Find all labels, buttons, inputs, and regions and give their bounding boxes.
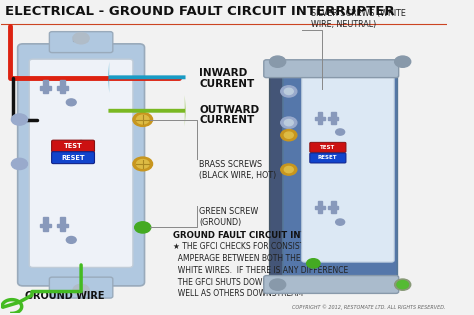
Circle shape [137,160,149,168]
FancyBboxPatch shape [283,61,397,278]
Bar [60,217,65,231]
Bar [57,224,68,227]
FancyBboxPatch shape [264,60,399,77]
FancyBboxPatch shape [49,32,113,53]
Text: ELECTRICAL - GROUND FAULT CIRCUIT INTERRUPTER: ELECTRICAL - GROUND FAULT CIRCUIT INTERR… [5,5,395,18]
Bar [331,202,336,213]
Circle shape [66,99,76,106]
FancyBboxPatch shape [310,142,346,152]
Text: GROUND WIRE: GROUND WIRE [25,291,105,301]
Circle shape [133,113,153,126]
Circle shape [395,279,411,290]
Bar [331,112,336,124]
Text: BRASS SCREWS
(BLACK WIRE, HOT): BRASS SCREWS (BLACK WIRE, HOT) [200,160,277,180]
Circle shape [284,132,293,138]
Circle shape [307,259,320,268]
FancyBboxPatch shape [49,277,113,298]
Circle shape [284,166,293,173]
FancyBboxPatch shape [18,44,145,286]
Text: TEST: TEST [64,143,82,149]
Bar [318,202,322,213]
Circle shape [281,129,297,141]
Circle shape [78,140,85,146]
Circle shape [281,117,297,128]
Circle shape [284,119,293,126]
Bar [40,86,51,90]
Text: ★ THE GFCI CHECKS FOR CONSISTENCY IN
  AMPERAGE BETWEEN BOTH THE BLACK &
  WHITE: ★ THE GFCI CHECKS FOR CONSISTENCY IN AMP… [173,242,348,298]
Circle shape [135,222,151,233]
Circle shape [397,281,409,289]
Circle shape [270,279,286,290]
FancyBboxPatch shape [264,276,399,293]
FancyBboxPatch shape [29,59,133,267]
Circle shape [66,237,76,243]
Text: INWARD
CURRENT: INWARD CURRENT [200,68,255,89]
Circle shape [73,32,89,44]
Circle shape [336,129,345,135]
Circle shape [11,114,27,125]
Bar [60,80,65,93]
Bar [328,206,338,209]
Text: GREEN SCREW
(GROUND): GREEN SCREW (GROUND) [200,207,259,227]
Text: RESET: RESET [61,155,85,161]
Circle shape [281,86,297,97]
FancyBboxPatch shape [52,140,94,152]
Circle shape [133,157,153,171]
Bar [40,224,51,227]
Text: GROUND FAULT CIRCUIT INTERRUPTER: GROUND FAULT CIRCUIT INTERRUPTER [173,231,356,239]
Text: OUTWARD
CURRENT: OUTWARD CURRENT [200,105,260,125]
Bar [43,80,48,93]
FancyBboxPatch shape [270,64,384,282]
Text: SILVER SCREWS (WHITE
WIRE, NEUTRAL): SILVER SCREWS (WHITE WIRE, NEUTRAL) [311,9,406,29]
Circle shape [395,56,411,67]
FancyBboxPatch shape [302,71,394,262]
Bar [57,86,68,90]
Circle shape [336,219,345,225]
FancyBboxPatch shape [310,153,346,163]
Bar [43,217,48,231]
Circle shape [270,56,286,67]
Text: TEST: TEST [320,145,335,150]
Circle shape [11,158,27,169]
Bar [315,206,325,209]
Text: COPYRIGHT © 2012, RESTOMATE LTD. ALL RIGHTS RESERVED.: COPYRIGHT © 2012, RESTOMATE LTD. ALL RIG… [292,304,445,310]
Bar [328,117,338,120]
Bar [315,117,325,120]
Bar [318,112,322,124]
Text: RESET: RESET [318,156,337,160]
Circle shape [284,88,293,94]
Circle shape [73,284,89,295]
Bar [73,36,87,41]
Circle shape [281,164,297,175]
Circle shape [137,115,149,124]
FancyBboxPatch shape [52,152,94,163]
